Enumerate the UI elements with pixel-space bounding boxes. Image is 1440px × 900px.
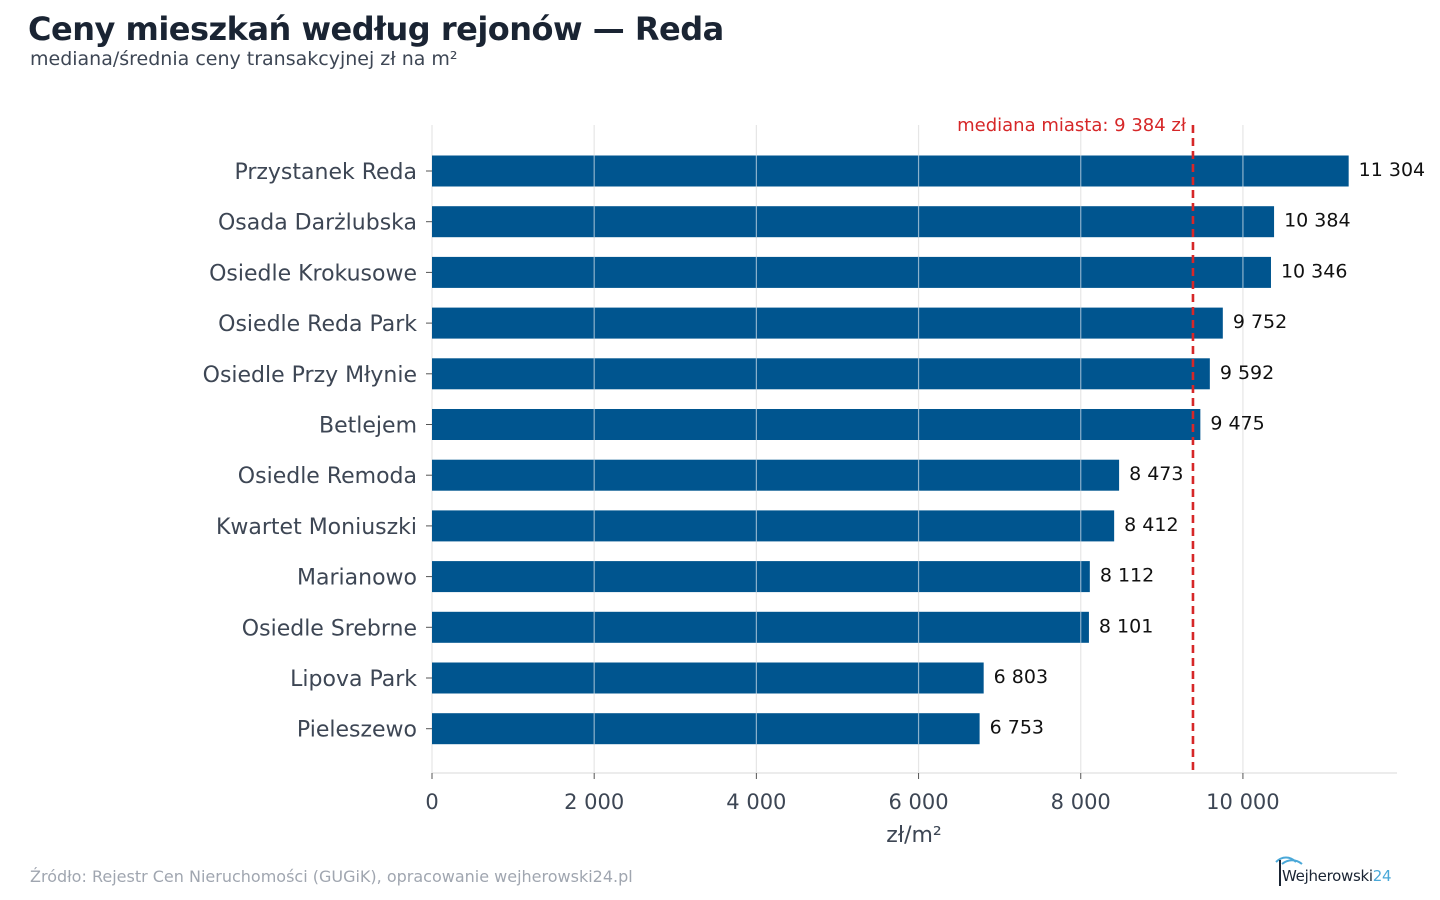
bar — [432, 510, 1115, 542]
x-tick-label: 0 — [425, 790, 438, 814]
x-tick-label: 4 000 — [726, 790, 786, 814]
category-label: Lipova Park — [290, 667, 417, 692]
category-label: Osiedle Przy Młynie — [203, 363, 417, 388]
value-label: 9 592 — [1220, 362, 1274, 384]
category-label: Pieleszewo — [297, 718, 417, 743]
value-label: 6 753 — [990, 717, 1044, 739]
logo-mark-icon — [1275, 856, 1303, 886]
category-label: Kwartet Moniuszki — [216, 515, 417, 540]
logo-number: 24 — [1372, 867, 1392, 885]
value-label: 8 473 — [1129, 463, 1183, 485]
bar — [432, 611, 1089, 643]
bar — [432, 459, 1120, 491]
value-label: 9 752 — [1233, 311, 1287, 333]
value-label: 8 112 — [1100, 565, 1154, 587]
x-tick-label: 2 000 — [564, 790, 624, 814]
category-label: Osada Darżlubska — [218, 211, 417, 236]
value-label: 10 346 — [1281, 260, 1347, 282]
value-label: 6 803 — [994, 666, 1048, 688]
bar-chart: 0 2 000 4 000 6 000 8 000 10 000 zł/m² Przystan… — [203, 115, 1426, 848]
bar — [432, 561, 1090, 593]
wejherowski24-logo[interactable]: Wejherowski24 — [1268, 850, 1418, 890]
source-note: Źródło: Rejestr Cen Nieruchomości (GUGiK… — [30, 867, 633, 886]
chart-title: Ceny mieszkań według rejonów — Reda — [28, 10, 724, 48]
x-tick-label: 8 000 — [1051, 790, 1111, 814]
x-tick-label: 6 000 — [888, 790, 948, 814]
category-label: Osiedle Reda Park — [218, 312, 417, 337]
bar — [432, 713, 980, 745]
value-label: 10 384 — [1284, 210, 1350, 232]
logo-text: Wejherowski — [1282, 867, 1373, 885]
value-label: 8 412 — [1124, 514, 1178, 536]
x-axis-label: zł/m² — [886, 823, 941, 848]
category-label: Marianowo — [297, 566, 417, 591]
value-label: 9 475 — [1210, 413, 1264, 435]
bar — [432, 358, 1210, 390]
category-label: Osiedle Remoda — [238, 464, 417, 489]
bar — [432, 256, 1271, 288]
value-label: 8 101 — [1099, 615, 1153, 637]
category-label: Osiedle Srebrne — [242, 616, 417, 641]
category-label: Przystanek Reda — [234, 160, 417, 185]
category-label: Betlejem — [319, 414, 417, 439]
bar — [432, 206, 1275, 238]
value-label: 11 304 — [1359, 159, 1425, 181]
x-tick-label: 10 000 — [1206, 790, 1279, 814]
bar — [432, 662, 984, 694]
bar — [432, 155, 1349, 187]
bar — [432, 307, 1223, 339]
median-label: mediana miasta: 9 384 zł — [957, 115, 1187, 136]
bar — [432, 409, 1201, 440]
category-label: Osiedle Krokusowe — [209, 261, 417, 286]
chart-subtitle: mediana/średnia ceny transakcyjnej zł na… — [30, 48, 458, 70]
